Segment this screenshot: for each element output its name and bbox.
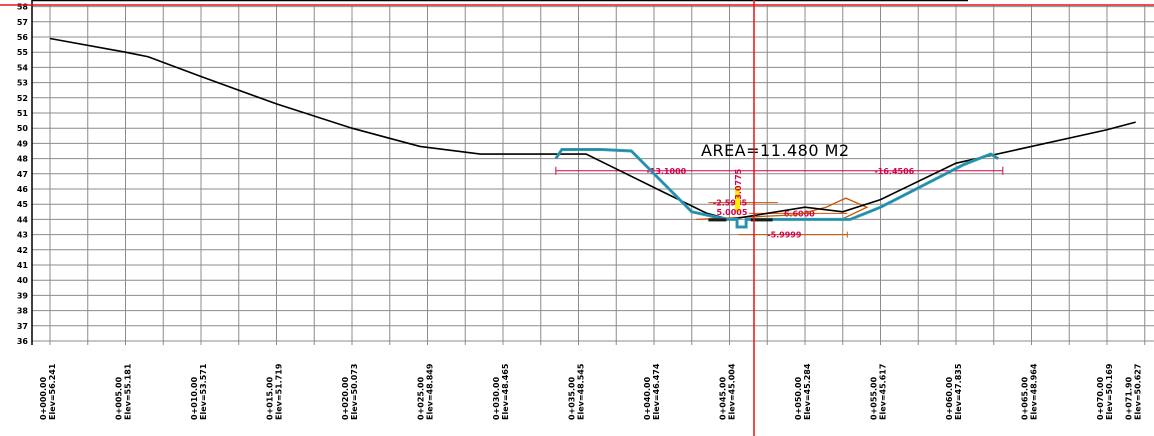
station-label-group: 0+070.00 Elev=50.169	[1096, 363, 1114, 420]
station-label-group: 0+040.00 Elev=46.474	[643, 363, 661, 420]
station-elevation-label: Elev=45.004	[728, 363, 737, 420]
plot-layer: -13.1000 -16.4506-5.9999-2.59856.60003.07…	[49, 37, 1136, 240]
station-label-group: 0+005.00 Elev=55.181	[115, 363, 133, 420]
station-label-group: 0+000.00 Elev=56.241	[39, 363, 57, 420]
elevation-tick-label: 49	[17, 139, 29, 148]
station-elevation-label: Elev=55.181	[124, 363, 133, 420]
dimension-text-small: 5.0005	[717, 208, 748, 217]
station-label-group: 0+035.00 Elev=48.545	[568, 363, 586, 420]
station-label-group: 0+045.00 Elev=45.004	[719, 363, 737, 420]
station-label: 0+045.00	[719, 376, 728, 420]
station-label-group: 0+050.00 Elev=45.284	[794, 363, 812, 420]
elevation-tick-label: 36	[17, 337, 29, 346]
elevation-tick-label: 52	[17, 94, 28, 103]
design-section-inner	[555, 149, 999, 228]
elevation-tick-label: 42	[17, 246, 28, 255]
elevation-tick-label: 44	[17, 215, 29, 224]
station-elevation-label: Elev=50.073	[350, 364, 359, 420]
elevation-tick-label: 43	[17, 231, 28, 240]
dimension-text-bottom: -5.9999	[767, 231, 802, 240]
elevation-tick-label: 55	[17, 48, 29, 57]
station-elevation-label: Elev=53.571	[199, 363, 208, 420]
elevation-tick-label: 58	[17, 3, 29, 12]
existing-channel-line	[696, 197, 869, 221]
station-label: 0+035.00	[568, 376, 577, 420]
station-elevation-label: Elev=51.719	[275, 363, 284, 420]
station-elevation-label: Elev=50.169	[1105, 363, 1114, 420]
station-label: 0+020.00	[341, 376, 350, 420]
elevation-tick-label: 39	[17, 291, 29, 300]
station-elevation-label: Elev=47.835	[954, 363, 963, 420]
station-label: 0+071.90	[1125, 376, 1134, 420]
channel-bed-marker	[750, 218, 773, 222]
station-elevation-label: Elev=50.627	[1134, 364, 1143, 420]
station-label-group: 0+060.00 Elev=47.835	[945, 363, 963, 420]
elevation-tick-label: 47	[17, 170, 28, 179]
station-label-group: 0+015.00 Elev=51.719	[266, 363, 284, 420]
elevation-tick-label: 40	[17, 276, 29, 285]
elevation-tick-label: 38	[17, 307, 29, 316]
station-label-group: 0+010.00 Elev=53.571	[190, 363, 208, 420]
station-label-group: 0+071.90 Elev=50.627	[1125, 364, 1143, 420]
ground-profile-line	[49, 37, 1136, 221]
area-label: AREA=11.480 M2	[701, 141, 850, 160]
elevation-tick-label: 54	[17, 63, 29, 72]
station-label-group: 0+065.00 Elev=48.964	[1021, 363, 1039, 420]
station-elevation-label: Elev=46.474	[652, 363, 661, 420]
station-elevation-label: Elev=48.964	[1030, 363, 1039, 420]
station-elevation-label: Elev=56.241	[48, 363, 57, 420]
station-label: 0+060.00	[945, 376, 954, 420]
station-label: 0+055.00	[870, 376, 879, 420]
station-elevation-label: Elev=45.617	[879, 364, 888, 420]
station-label: 0+030.00	[492, 376, 501, 420]
station-label: 0+065.00	[1021, 376, 1030, 420]
station-label: 0+040.00	[643, 376, 652, 420]
station-label-group: 0+030.00 Elev=48.465	[492, 363, 510, 420]
station-tick-labels: 0+000.00 Elev=56.241 0+005.00 Elev=55.181 0+…	[39, 363, 1143, 420]
elevation-tick-label: 50	[17, 124, 29, 133]
station-label: 0+070.00	[1096, 376, 1105, 420]
station-elevation-label: Elev=48.545	[577, 363, 586, 420]
grid-lines	[31, 0, 1154, 345]
station-label-group: 0+055.00 Elev=45.617	[870, 364, 888, 420]
elevation-tick-label: 57	[17, 18, 28, 27]
elevation-tick-label: 41	[17, 261, 29, 270]
station-label-group: 0+020.00 Elev=50.073	[341, 364, 359, 420]
elevation-tick-label: 45	[17, 200, 29, 209]
station-label: 0+005.00	[115, 376, 124, 420]
highlight-marker	[735, 185, 741, 212]
station-label-group: 0+025.00 Elev=48.849	[417, 363, 435, 420]
channel-bed-marker	[708, 218, 727, 222]
station-label: 0+050.00	[794, 376, 803, 420]
elevation-tick-label: 48	[17, 155, 29, 164]
dimension-text-mid-left: -2.5985	[713, 199, 748, 208]
elevation-tick-labels: 58 57 56 55 54 53 52 51 50 49 48 47 46 45 44 43 42 41 40 39…	[17, 3, 29, 346]
elevation-tick-label: 56	[17, 33, 29, 42]
station-label: 0+025.00	[417, 376, 426, 420]
station-label: 0+010.00	[190, 376, 199, 420]
station-elevation-label: Elev=48.849	[426, 363, 435, 420]
dimension-text-right: -16.4506	[874, 167, 914, 176]
elevation-tick-label: 53	[17, 79, 28, 88]
station-elevation-label: Elev=48.465	[501, 363, 510, 420]
dimension-text-left: -13.1000	[646, 167, 686, 176]
elevation-tick-label: 51	[17, 109, 29, 118]
station-label: 0+015.00	[266, 376, 275, 420]
station-label: 0+000.00	[39, 376, 48, 420]
elevation-tick-label: 46	[17, 185, 29, 194]
elevation-tick-label: 37	[17, 322, 28, 331]
station-elevation-label: Elev=45.284	[803, 363, 812, 420]
dimension-text-vertical: 3.0775	[734, 168, 743, 199]
